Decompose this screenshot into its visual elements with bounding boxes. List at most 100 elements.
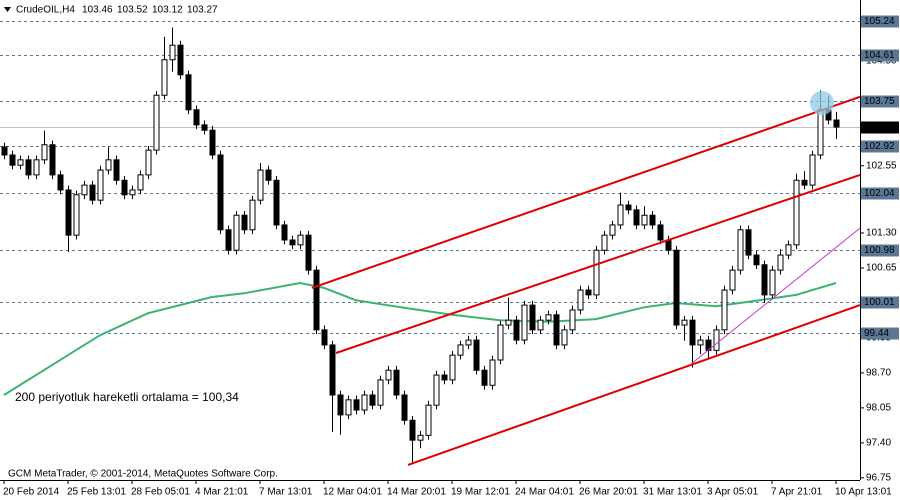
y-tick-label: 96.75 — [866, 472, 891, 483]
y-tick-label: 97.40 — [866, 438, 891, 449]
moving-average — [3, 281, 837, 396]
candle-body — [169, 44, 176, 61]
annotation: 200 periyotluk hareketli ortalama = 100,… — [15, 390, 239, 404]
axes: 104.50102.55101.30100.6599.3598.7098.059… — [3, 15, 899, 498]
candle-body — [297, 234, 304, 246]
candle-body — [777, 254, 784, 271]
candle-body — [73, 194, 80, 236]
level-label: 100.98 — [864, 245, 895, 256]
candle-body — [145, 149, 152, 176]
candle-body — [129, 189, 136, 196]
level-box — [861, 187, 899, 200]
x-tick-label: 28 Feb 05:01 — [131, 487, 190, 498]
x-tick-label: 7 Apr 21:01 — [771, 487, 823, 498]
candle-body — [353, 399, 360, 411]
trend-line — [311, 95, 860, 289]
candle-body — [209, 129, 216, 156]
candle-body — [345, 399, 352, 416]
x-tick-label: 3 Apr 05:01 — [707, 487, 759, 498]
y-tick-label: 98.70 — [866, 368, 891, 379]
level-label: 102.92 — [864, 141, 895, 152]
level-label: 100.01 — [864, 297, 895, 308]
candle-body — [49, 144, 56, 176]
candle-body — [17, 159, 24, 166]
candle-body — [257, 169, 264, 201]
candle-body — [201, 124, 208, 131]
x-tick-label: 31 Mar 13:01 — [643, 487, 702, 498]
candle-body — [321, 329, 328, 346]
trend-line — [335, 173, 860, 354]
level-box — [861, 296, 899, 309]
candle-body — [137, 174, 144, 191]
candle-body — [401, 394, 408, 421]
candle-body — [305, 234, 312, 271]
candle-body — [513, 319, 520, 341]
level-label: 104.61 — [864, 50, 895, 61]
candle-body — [801, 179, 808, 186]
candle-body — [249, 199, 256, 231]
candle-body — [561, 329, 568, 346]
candle-body — [281, 224, 288, 241]
candle-body — [737, 229, 744, 271]
candle-body — [761, 264, 768, 296]
footer: GCM MetaTrader, © 2001-2014, MetaQuotes … — [8, 469, 278, 480]
header-value: 103.46 — [82, 5, 113, 16]
candle-body — [657, 224, 664, 241]
candle-body — [497, 324, 504, 361]
candle-body — [441, 374, 448, 381]
candle-body — [489, 359, 496, 386]
candle-body — [393, 369, 400, 396]
x-tick-label: 10 Apr 13:01 — [835, 487, 892, 498]
candle-body — [185, 74, 192, 111]
trend-line — [407, 304, 860, 466]
candle-body — [25, 159, 32, 176]
candle-body — [593, 249, 600, 296]
candle-body — [721, 289, 728, 331]
candle-body — [625, 204, 632, 211]
candle-body — [729, 269, 736, 291]
level-box — [861, 49, 899, 62]
x-tick-label: 7 Mar 13:01 — [259, 487, 313, 498]
candle-body — [769, 269, 776, 296]
candle-body — [217, 154, 224, 231]
candle-body — [177, 44, 184, 76]
level-box — [861, 327, 899, 340]
candle-body — [809, 154, 816, 186]
candle-body — [577, 289, 584, 311]
candle-body — [681, 319, 688, 326]
x-tick-label: 26 Mar 20:01 — [579, 487, 638, 498]
y-tick-label: 101.30 — [866, 228, 897, 239]
candle-body — [553, 314, 560, 346]
highlight — [810, 91, 834, 115]
candle-body — [465, 339, 472, 346]
y-tick-label: 102.55 — [866, 160, 897, 171]
candle-body — [433, 374, 440, 406]
candle-body — [81, 184, 88, 196]
header-value: 103.12 — [152, 5, 183, 16]
candle-body — [329, 344, 336, 396]
menu-triangle[interactable] — [4, 7, 11, 12]
candle-body — [617, 204, 624, 226]
x-tick-label: 25 Feb 13:01 — [67, 487, 126, 498]
candle-body — [265, 169, 272, 181]
candle-body — [817, 109, 824, 156]
y-tick-label: 100.65 — [866, 263, 897, 274]
candle-body — [113, 159, 120, 181]
candle-body — [753, 254, 760, 266]
candle-body — [9, 154, 16, 166]
level-box — [861, 95, 899, 108]
candle-body — [193, 109, 200, 126]
plot-area — [0, 21, 860, 466]
candle-body — [233, 214, 240, 251]
candle-body — [545, 314, 552, 321]
level-label: 99.44 — [864, 328, 889, 339]
candle-body — [673, 249, 680, 326]
candle-body — [601, 234, 608, 251]
candle-body — [105, 159, 112, 171]
candle-body — [121, 179, 128, 196]
candle-body — [57, 174, 64, 191]
candle-body — [241, 214, 248, 231]
candle-body — [457, 344, 464, 356]
symbol-header: CrudeOIL,H4 — [16, 5, 75, 16]
